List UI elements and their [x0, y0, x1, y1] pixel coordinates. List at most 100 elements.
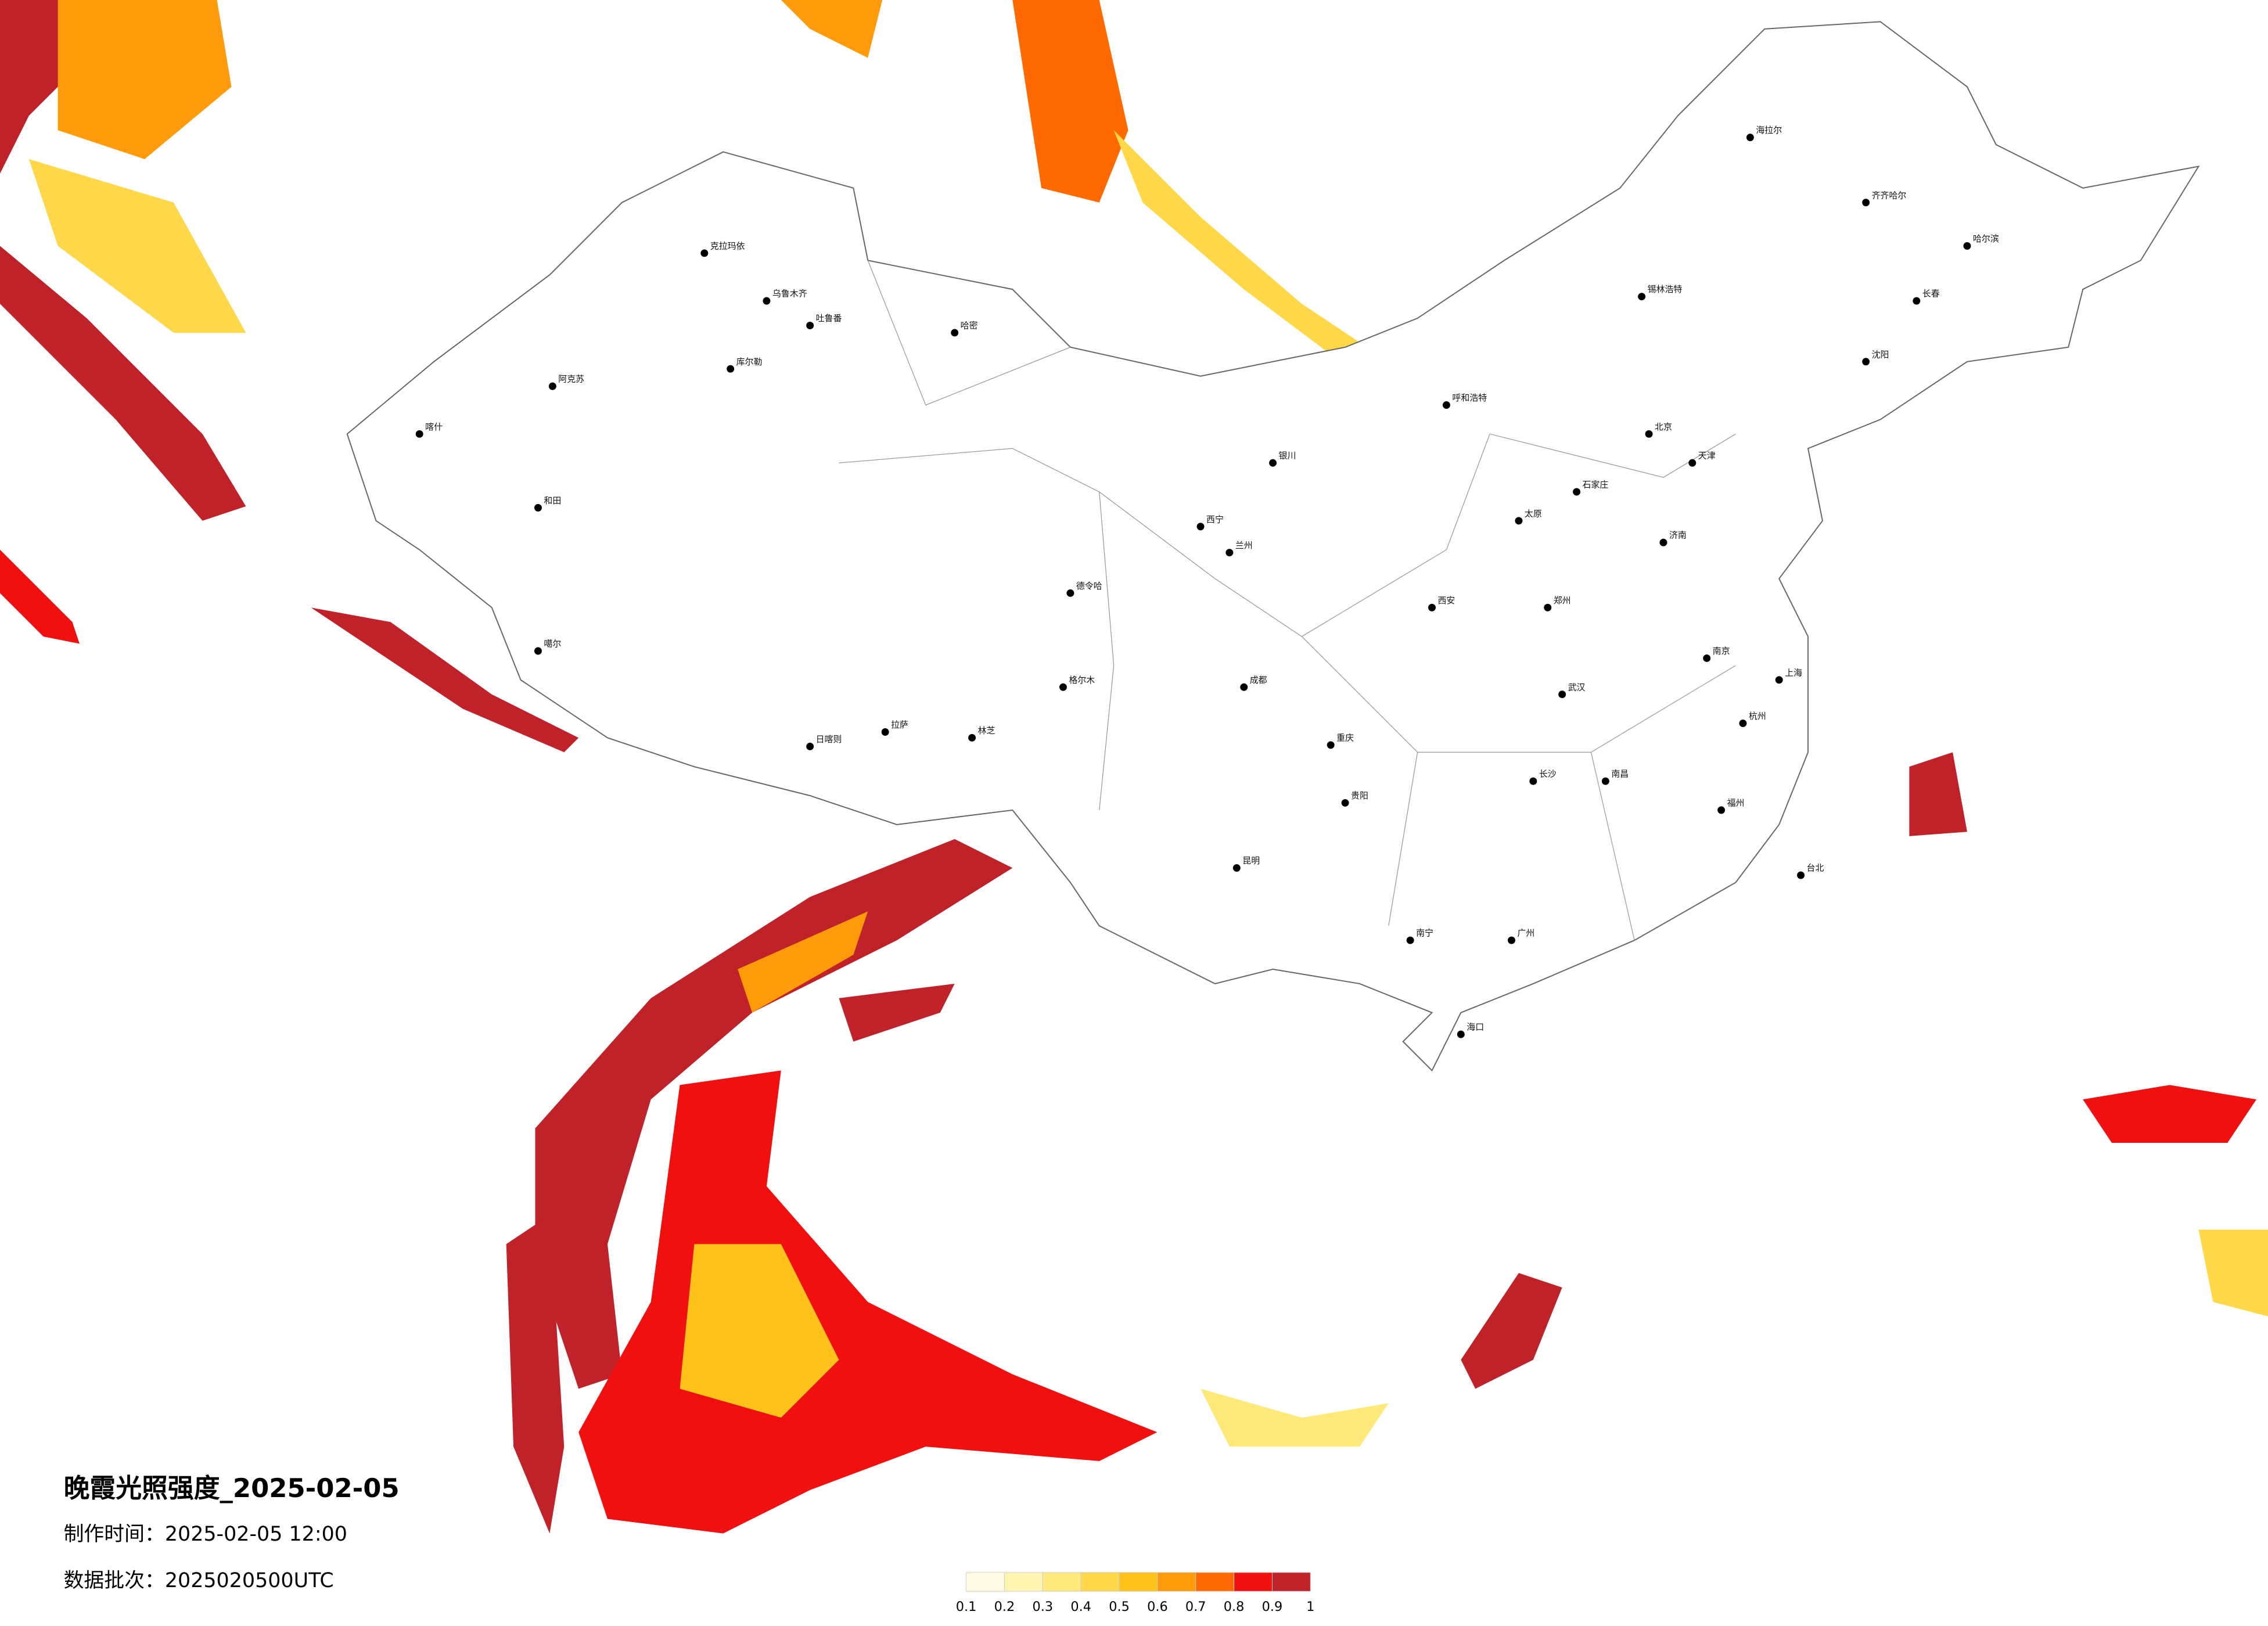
city-label: 太原: [1525, 508, 1542, 519]
city-label: 天津: [1698, 451, 1716, 461]
city-label: 昆明: [1242, 855, 1260, 866]
city-dot: [1573, 488, 1581, 496]
city-dot: [1508, 936, 1515, 944]
city-label: 呼和浩特: [1452, 393, 1487, 403]
city-dot: [1341, 799, 1349, 807]
city-label: 拉萨: [891, 720, 908, 730]
city-label: 银川: [1279, 451, 1296, 461]
city-dot: [1428, 603, 1436, 611]
legend-tick-label: 0.7: [1185, 1599, 1206, 1614]
heat-area: [738, 911, 868, 1013]
city-label: 南昌: [1611, 769, 1629, 779]
city-label: 北京: [1655, 422, 1672, 432]
city-label: 哈密: [961, 320, 978, 330]
legend-tick-label: 0.6: [1147, 1599, 1168, 1614]
production-time: 制作时间：2025-02-05 12:00: [64, 1523, 347, 1546]
heat-area: [57, 0, 232, 160]
legend-tick-label: 0.9: [1262, 1599, 1283, 1614]
legend-swatch: [966, 1572, 1005, 1592]
legend-swatch: [1004, 1572, 1043, 1592]
heat-area: [2083, 1085, 2257, 1143]
city-dot: [881, 728, 889, 736]
city-dot: [1717, 806, 1726, 814]
city-dot: [1862, 358, 1870, 366]
city-label: 郑州: [1554, 595, 1571, 606]
city-label: 福州: [1727, 798, 1745, 808]
city-dot: [548, 382, 556, 390]
heat-area: [781, 0, 883, 58]
city-label: 日喀则: [816, 734, 842, 744]
city-dot: [1688, 459, 1696, 467]
heat-area: [680, 1244, 839, 1418]
city-label: 重庆: [1336, 732, 1354, 743]
city-dot: [1196, 523, 1205, 531]
heat-area: [0, 549, 80, 644]
heat-area: [1461, 1273, 1562, 1389]
city-dot: [806, 742, 814, 750]
heat-area: [1012, 0, 1128, 203]
city-label: 西宁: [1206, 514, 1224, 524]
heat-area: [506, 1215, 565, 1534]
legend-swatch: [1234, 1572, 1273, 1592]
city-label: 锡林浩特: [1648, 284, 1683, 294]
city-dot: [1659, 538, 1667, 546]
city-dot: [951, 329, 959, 337]
city-label: 海口: [1467, 1022, 1484, 1033]
city-dot: [1963, 242, 1971, 250]
city-label: 杭州: [1749, 711, 1766, 721]
city-label: 沈阳: [1872, 349, 1889, 359]
city-label: 南宁: [1416, 928, 1433, 938]
legend-swatch: [1080, 1572, 1120, 1592]
city-dot: [1601, 777, 1609, 785]
province-border: [839, 260, 1736, 941]
city-label: 广州: [1517, 928, 1534, 938]
legend-tick-label: 0.3: [1033, 1599, 1054, 1614]
city-label: 济南: [1669, 530, 1687, 541]
city-dot: [1457, 1030, 1465, 1038]
city-dot: [534, 503, 542, 512]
city-dot: [1913, 297, 1921, 305]
city-dot: [1515, 517, 1523, 525]
legend-swatch: [1195, 1572, 1235, 1592]
city-label: 和田: [544, 495, 561, 506]
city-dot: [1269, 459, 1277, 467]
city-dot: [415, 430, 423, 438]
city-dot: [1225, 549, 1234, 557]
city-label: 格尔木: [1069, 675, 1095, 685]
city-dot: [1775, 676, 1783, 684]
city-label: 长春: [1922, 289, 1940, 299]
city-label: 海拉尔: [1756, 125, 1782, 135]
legend-tick-label: 0.8: [1224, 1599, 1245, 1614]
city-dot: [727, 365, 735, 373]
city-dot: [1066, 589, 1074, 597]
city-dot: [1703, 654, 1711, 662]
heat-area: [2198, 1229, 2268, 1316]
legend-tick-label: 0.2: [994, 1599, 1015, 1614]
city-label: 台北: [1807, 863, 1824, 873]
city-dot: [1638, 293, 1646, 301]
city-label: 兰州: [1235, 540, 1253, 551]
heat-area: [28, 159, 246, 333]
china-outline: [346, 21, 2200, 1072]
city-label: 西安: [1437, 595, 1455, 606]
legend-tick-label: 0.5: [1109, 1599, 1130, 1614]
heat-area: [535, 839, 1013, 1389]
legend-swatch: [1119, 1572, 1158, 1592]
city-dot: [534, 647, 542, 655]
city-dot: [806, 322, 814, 329]
legend-tick-label: 0.4: [1070, 1599, 1091, 1614]
map-title: 晚霞光照强度_2025-02-05: [64, 1473, 400, 1503]
city-dot: [1544, 603, 1552, 611]
city-label: 乌鲁木齐: [772, 289, 807, 299]
city-label: 吐鲁番: [816, 313, 842, 323]
city-dot: [1240, 683, 1248, 691]
city-label: 齐齐哈尔: [1872, 190, 1907, 200]
city-dot: [1442, 401, 1450, 409]
city-label: 上海: [1785, 667, 1802, 678]
legend-tick-label: 0.1: [956, 1599, 977, 1614]
city-label: 噶尔: [544, 639, 561, 649]
city-dot: [1232, 864, 1241, 872]
